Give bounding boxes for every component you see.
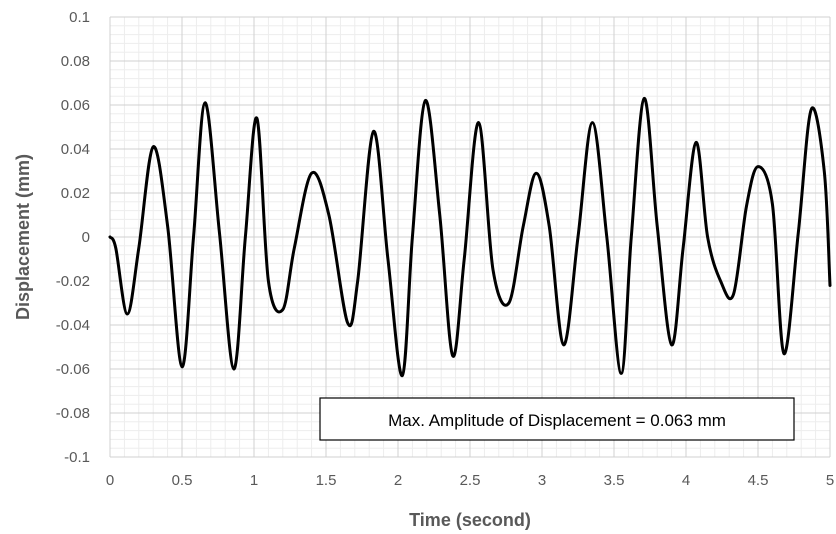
y-tick-label: -0.06 [56, 361, 90, 378]
annotation-frame [319, 397, 795, 441]
x-tick-label: 0.5 [172, 472, 193, 489]
y-tick-label: 0.06 [61, 97, 90, 114]
y-axis-title: Displacement (mm) [13, 154, 33, 320]
y-tick-label: -0.08 [56, 405, 90, 422]
x-tick-label: 4.5 [748, 472, 769, 489]
x-tick-label: 0 [106, 472, 114, 489]
x-tick-label: 2 [394, 472, 402, 489]
y-tick-labels: 0.1 0.08 0.06 0.04 0.02 0 -0.02 -0.04 -0.06 -0.08… [56, 9, 90, 466]
x-tick-label: 1 [250, 472, 258, 489]
x-tick-label: 1.5 [316, 472, 337, 489]
series-layer [108, 96, 832, 378]
x-axis-title: Time (second) [409, 510, 531, 530]
displacement-series-line [108, 96, 832, 378]
x-tick-label: 2.5 [460, 472, 481, 489]
annotation-text: Max. Amplitude of Displacement = 0.063 m… [388, 411, 726, 430]
y-tick-label: -0.1 [64, 449, 90, 466]
y-tick-label: 0.1 [69, 9, 90, 26]
y-tick-label: -0.02 [56, 273, 90, 290]
major-grid [109, 16, 831, 458]
x-tick-labels: 0 0.5 1 1.5 2 2.5 3 3.5 4 4.5 5 [106, 472, 834, 489]
x-tick-label: 5 [826, 472, 834, 489]
annotation-box: Max. Amplitude of Displacement = 0.063 m… [319, 397, 795, 441]
y-tick-label: 0.04 [61, 141, 90, 158]
y-tick-label: 0.02 [61, 185, 90, 202]
y-tick-label: 0.08 [61, 53, 90, 70]
x-tick-label: 3.5 [604, 472, 625, 489]
x-tick-label: 4 [682, 472, 690, 489]
x-tick-label: 3 [538, 472, 546, 489]
y-tick-label: 0 [82, 229, 90, 246]
y-tick-label: -0.04 [56, 317, 90, 334]
